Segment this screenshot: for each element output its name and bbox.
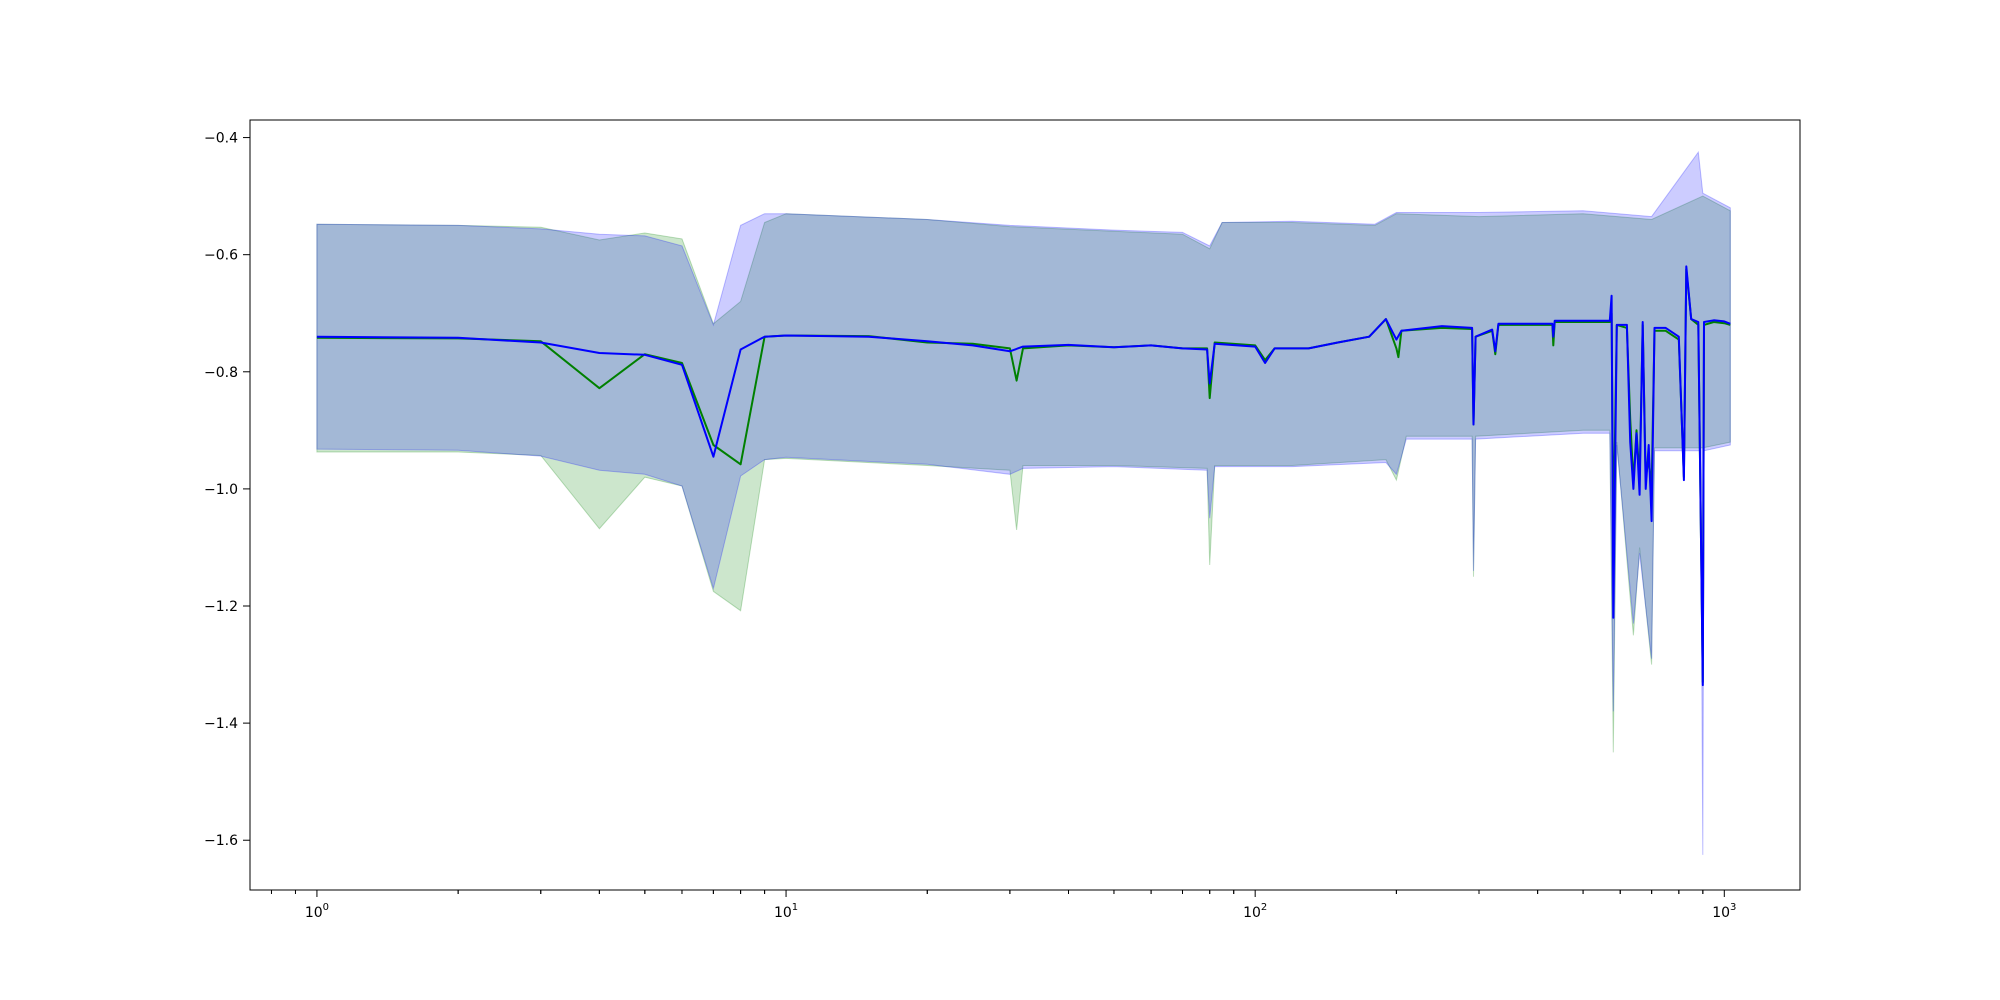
y-tick-label: −1.0 [204, 482, 238, 498]
plot-frame [249, 119, 1801, 891]
y-tick-label: −1.4 [204, 716, 238, 732]
x-axis: 100 101 102 103 [270, 890, 1736, 921]
band-series-1 [316, 195, 1731, 753]
x-tick-label: 100 [305, 902, 329, 921]
y-tick-label: −0.4 [204, 131, 238, 147]
x-tick-label: 103 [1712, 902, 1736, 921]
y-tick-label: −0.6 [204, 248, 238, 264]
y-tick-label: −0.8 [204, 365, 238, 381]
x-tick-label: 102 [1243, 902, 1267, 921]
series-lines [316, 265, 1731, 687]
y-axis: −0.4 −0.6 −0.8 −1.0 −1.2 −1.4 −1.6 [204, 131, 250, 849]
line-series-2 [316, 265, 1731, 687]
x-tick-label: 101 [774, 902, 798, 921]
y-tick-label: −1.6 [204, 833, 238, 849]
y-tick-label: −1.2 [204, 599, 238, 615]
